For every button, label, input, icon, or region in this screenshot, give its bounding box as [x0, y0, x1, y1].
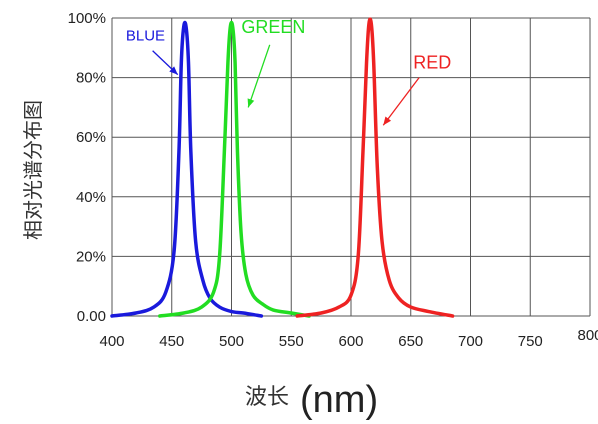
y-tick-label: 100% — [68, 10, 106, 27]
annotation-label-blue: BLUE — [126, 27, 165, 44]
annotation-label-red: RED — [413, 53, 451, 73]
y-tick-label: 60% — [76, 129, 106, 146]
x-tick-label: 800 — [577, 327, 598, 344]
x-tick-label: 600 — [338, 333, 363, 350]
x-tick-label: 500 — [219, 333, 244, 350]
annotation-arrow-green — [247, 44, 271, 108]
y-tick-label: 40% — [76, 189, 106, 206]
chart-grid — [111, 17, 591, 317]
x-tick-label: 550 — [279, 333, 304, 350]
y-tick-label: 0.00 — [77, 308, 106, 325]
x-tick-label: 400 — [99, 333, 124, 350]
x-axis-label: 波长 — [245, 385, 289, 410]
x-tick-label: 650 — [398, 333, 423, 350]
x-tick-label: 750 — [518, 333, 543, 350]
chart-series — [110, 17, 455, 318]
chart-ticks: 400 450 500 550 600 650 700 750 800 0.00 20% 40% 60%… — [68, 10, 598, 350]
x-axis-unit: (nm) — [300, 379, 378, 421]
y-tick-label: 80% — [76, 70, 106, 87]
annotation-label-green: GREEN — [241, 17, 305, 37]
annotation-arrowhead-green — [247, 98, 255, 108]
x-tick-label: 450 — [159, 333, 184, 350]
x-tick-label: 700 — [458, 333, 483, 350]
annotation-arrow-red — [382, 77, 420, 126]
series-line-green — [158, 20, 311, 318]
chart-annotations: BLUE GREEN RED — [126, 17, 451, 126]
y-axis-label: 相对光谱分布图 — [21, 100, 45, 240]
series-line-red — [295, 17, 455, 318]
series-line-blue — [110, 20, 264, 318]
y-tick-label: 20% — [76, 248, 106, 265]
annotation-arrowhead-blue — [169, 66, 178, 75]
annotation-arrowhead-red — [383, 116, 392, 126]
